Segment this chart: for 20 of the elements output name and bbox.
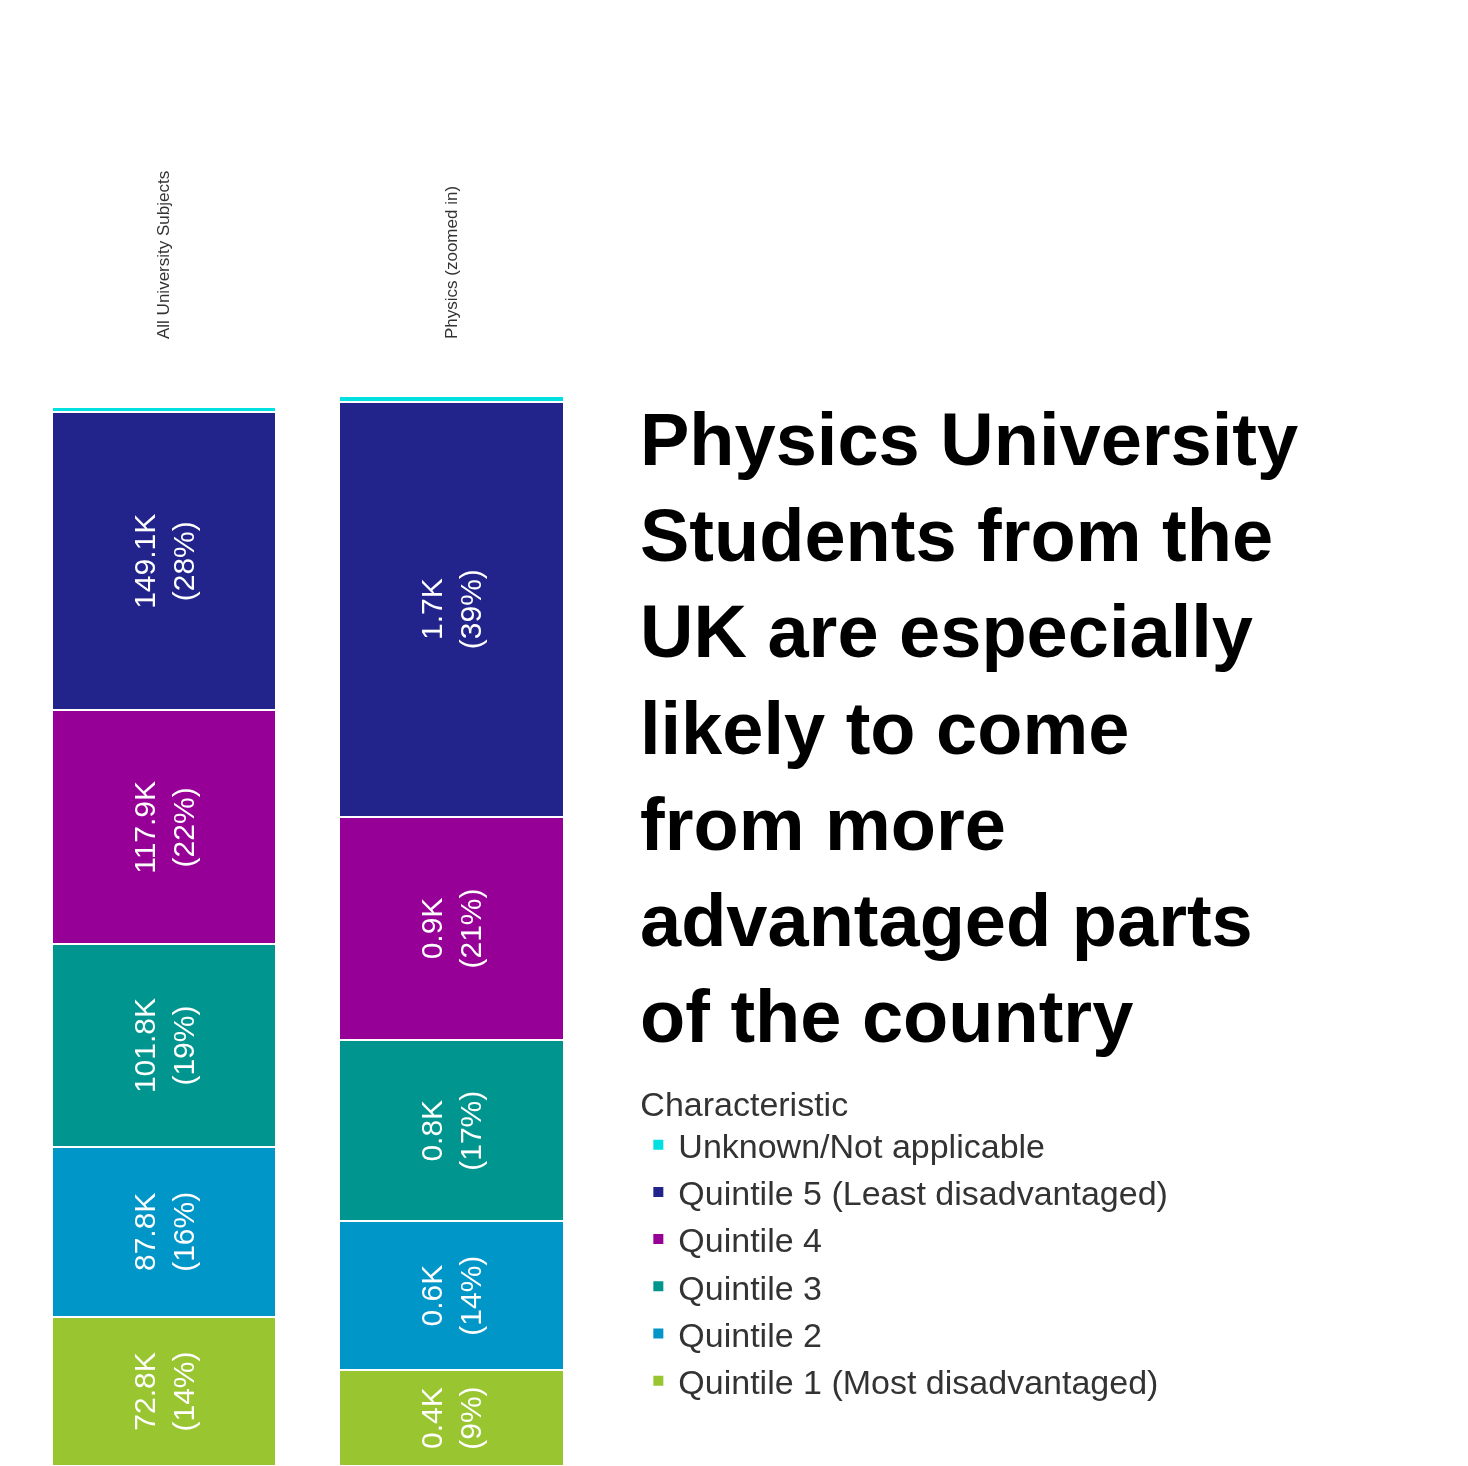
- data-label: 0.9K (21%): [415, 888, 488, 969]
- data-label: 0.6K (14%): [415, 1255, 488, 1336]
- data-label: 0.4K (9%): [415, 1386, 488, 1450]
- legend-label: Quintile 3: [678, 1268, 822, 1307]
- data-label: 87.8K (16%): [127, 1191, 200, 1272]
- x-tick-label: All University Subjects: [154, 170, 174, 339]
- legend-label: Quintile 4: [678, 1221, 822, 1260]
- legend-label: Unknown/Not applicable: [678, 1126, 1046, 1165]
- legend-label: Quintile 5 (Least disadvantaged): [678, 1174, 1168, 1213]
- legend-label: Quintile 1 (Most disadvantaged): [678, 1362, 1159, 1401]
- data-label: 149.1K (28%): [127, 513, 200, 609]
- data-label: 0.8K (17%): [415, 1090, 488, 1171]
- text: Physics University Students from the UK are especially likely to come from more advantaged parts of the country: [640, 398, 1299, 1059]
- data-label: 72.8K (14%): [127, 1351, 200, 1432]
- legend-label: Quintile 2: [678, 1315, 822, 1354]
- x-tick-label: Physics (zoomed in): [441, 185, 461, 339]
- data-label: 101.8K (19%): [127, 998, 200, 1094]
- data-label: 1.7K (39%): [415, 569, 488, 650]
- legend-title: Characteristic: [640, 1085, 849, 1124]
- data-label: 117.9K (22%): [127, 780, 200, 874]
